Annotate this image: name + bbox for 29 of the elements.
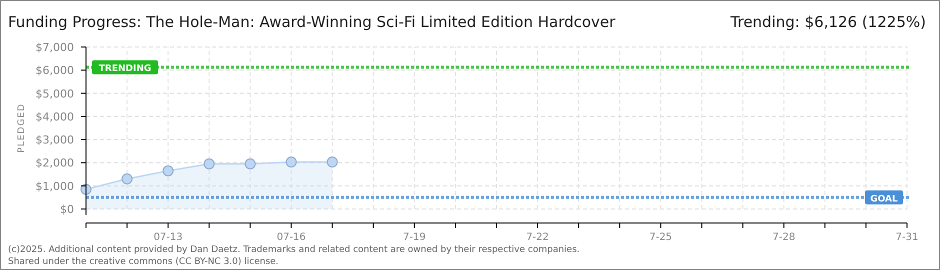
y-tick-label: $4,000 bbox=[36, 110, 74, 124]
y-tick-label: $3,000 bbox=[36, 134, 74, 147]
x-tick-label: 7-28 bbox=[772, 232, 796, 243]
text: Shared under the creative commons (CC BY-NC 3.0) license. bbox=[8, 257, 279, 267]
x-tick-label: 7-31 bbox=[896, 232, 918, 243]
ref-line-label: TRENDING bbox=[98, 64, 152, 74]
point bbox=[162, 165, 174, 176]
point bbox=[286, 156, 297, 168]
y-tick-label: $0 bbox=[60, 203, 74, 216]
x-tick-label: 7-25 bbox=[649, 232, 672, 243]
x-tick-label: 07-16 bbox=[276, 232, 306, 243]
y-axis-title: PLEDGED bbox=[17, 103, 27, 153]
y-tick-label: $6,000 bbox=[36, 64, 74, 78]
point bbox=[204, 158, 215, 170]
x-tick-label: 7-19 bbox=[403, 232, 426, 243]
x-tick-label: 07-13 bbox=[154, 232, 183, 243]
y-tick-label: $7,000 bbox=[36, 41, 74, 54]
point bbox=[122, 173, 133, 184]
chart-subtitle: Trending: $6,126 (1225%) bbox=[730, 13, 926, 31]
point bbox=[326, 156, 338, 168]
y-tick-label: $2,000 bbox=[36, 156, 74, 170]
y-tick-label: $5,000 bbox=[36, 87, 74, 100]
y-tick-label: $1,000 bbox=[36, 180, 74, 193]
point bbox=[80, 184, 92, 195]
text: (c)2025. Additional content provided by Dan Daetz. Trademarks and related content are owned by their respective companies. bbox=[8, 245, 580, 255]
ref-line-label: GOAL bbox=[870, 194, 898, 204]
x-tick-label: 7-22 bbox=[526, 232, 549, 243]
chart-title: Funding Progress: The Hole-Man: Award-Winning Sci-Fi Limited Edition Hardcover bbox=[8, 13, 616, 31]
point bbox=[244, 158, 256, 170]
